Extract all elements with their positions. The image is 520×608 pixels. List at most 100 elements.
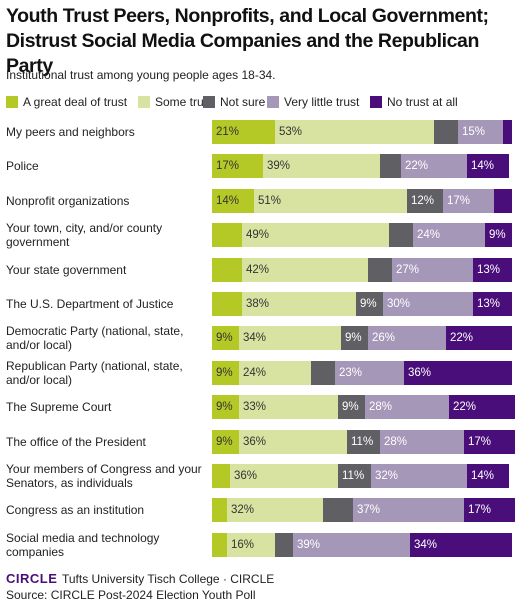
bar-segment: 16% bbox=[227, 532, 275, 557]
category-label: Social media and technology companies bbox=[6, 530, 160, 559]
value-label: 34% bbox=[243, 332, 267, 345]
category-label: The Supreme Court bbox=[6, 400, 112, 415]
bar-segment: 14% bbox=[467, 154, 509, 179]
legend-swatch bbox=[6, 96, 18, 108]
value-label: 36% bbox=[243, 435, 267, 448]
category-label: The office of the President bbox=[6, 434, 146, 449]
value-label: 37% bbox=[357, 504, 381, 517]
bar-segment: 9% bbox=[356, 292, 383, 316]
value-label: 9% bbox=[360, 298, 377, 310]
value-label: 17% bbox=[216, 160, 240, 173]
bar-segment: 9% bbox=[212, 395, 239, 420]
bar-segment: 17% bbox=[212, 154, 263, 179]
bar-segment: 37% bbox=[353, 498, 464, 523]
value-label: 15% bbox=[462, 126, 486, 138]
value-label: 39% bbox=[297, 538, 321, 551]
legend-swatch bbox=[370, 96, 382, 108]
bar-segment: 34% bbox=[239, 326, 341, 351]
value-label: 9% bbox=[216, 332, 233, 345]
footer: Tufts University Tisch College · CIRCLE bbox=[62, 572, 275, 586]
value-label: 23% bbox=[339, 366, 363, 379]
bar-segment: 9% bbox=[485, 223, 512, 248]
bar-segment: 36% bbox=[404, 360, 512, 385]
bar-segment: 53% bbox=[275, 120, 434, 144]
value-label: 9% bbox=[345, 332, 362, 345]
bar-segment bbox=[368, 257, 392, 282]
value-label: 36% bbox=[408, 366, 432, 379]
value-label: 49% bbox=[246, 229, 270, 242]
bar-segment: 42% bbox=[242, 257, 368, 282]
bar-segment: 23% bbox=[335, 360, 404, 385]
bar-segment: 39% bbox=[293, 532, 410, 557]
bar-segment bbox=[212, 464, 230, 488]
value-label: 28% bbox=[369, 401, 393, 414]
value-label: 38% bbox=[246, 298, 270, 310]
bar-segment: 22% bbox=[449, 395, 515, 420]
bar-segment: 22% bbox=[446, 326, 512, 351]
legend-swatch bbox=[138, 96, 150, 108]
bar-segment: 33% bbox=[239, 395, 338, 420]
value-label: 32% bbox=[231, 504, 255, 517]
bar-segment: 13% bbox=[473, 292, 512, 316]
legend-item: No trust at all bbox=[370, 95, 458, 109]
legend-item: Very little trust bbox=[267, 95, 359, 109]
bar-segment: 27% bbox=[392, 257, 473, 282]
value-label: 53% bbox=[279, 126, 303, 138]
legend-item: Not sure bbox=[203, 95, 265, 109]
legend-swatch bbox=[267, 96, 279, 108]
bar-segment: 21% bbox=[212, 120, 275, 144]
bar-segment bbox=[275, 532, 293, 557]
value-label: 9% bbox=[216, 401, 233, 414]
legend-label: Some trust bbox=[155, 95, 214, 109]
value-label: 9% bbox=[216, 435, 233, 448]
value-label: 24% bbox=[417, 229, 441, 242]
bar-segment: 22% bbox=[401, 154, 467, 179]
value-label: 24% bbox=[243, 366, 267, 379]
value-label: 22% bbox=[405, 160, 429, 173]
legend-item: A great deal of trust bbox=[6, 95, 127, 109]
value-label: 22% bbox=[450, 332, 474, 345]
category-label: Your state government bbox=[6, 262, 127, 277]
bar-segment bbox=[434, 120, 458, 144]
value-label: 21% bbox=[216, 126, 240, 138]
value-label: 22% bbox=[453, 401, 477, 414]
category-label: Democratic Party (national, state, and/o… bbox=[6, 324, 184, 353]
value-label: 32% bbox=[375, 470, 399, 482]
value-label: 51% bbox=[258, 194, 282, 207]
value-label: 17% bbox=[468, 435, 492, 448]
value-label: 17% bbox=[447, 194, 471, 207]
chart-subtitle: Institutional trust among young people a… bbox=[6, 68, 276, 82]
bar-segment: 36% bbox=[230, 464, 338, 488]
bar-segment: 39% bbox=[263, 154, 380, 179]
legend-label: No trust at all bbox=[387, 95, 458, 109]
legend-item: Some trust bbox=[138, 95, 213, 109]
bar-segment bbox=[212, 257, 242, 282]
category-label: My peers and neighbors bbox=[6, 125, 135, 139]
bar-segment: 9% bbox=[341, 326, 368, 351]
value-label: 9% bbox=[216, 366, 233, 379]
bar-segment: 14% bbox=[212, 188, 254, 213]
bar-segment: 38% bbox=[242, 292, 356, 316]
bar-segment: 32% bbox=[371, 464, 467, 488]
bar-segment: 17% bbox=[464, 429, 515, 454]
bar-segment: 28% bbox=[380, 429, 464, 454]
bar-segment: 51% bbox=[254, 188, 407, 213]
bar-segment: 26% bbox=[368, 326, 446, 351]
legend-swatch bbox=[203, 96, 215, 108]
value-label: 14% bbox=[216, 194, 240, 207]
category-label: Congress as an institution bbox=[6, 503, 145, 518]
bar-segment: 17% bbox=[443, 188, 494, 213]
value-label: 33% bbox=[243, 401, 267, 414]
bar-segment: 11% bbox=[338, 464, 371, 488]
bar-segment bbox=[212, 223, 242, 248]
bar-segment bbox=[212, 498, 227, 523]
bar-segment: 13% bbox=[473, 257, 512, 282]
value-label: 14% bbox=[471, 470, 495, 482]
value-label: 12% bbox=[411, 194, 435, 207]
bar-segment: 12% bbox=[407, 188, 443, 213]
value-label: 42% bbox=[246, 263, 270, 276]
category-label: Republican Party (national, state, and/o… bbox=[6, 358, 183, 387]
bar-segment: 32% bbox=[227, 498, 323, 523]
value-label: 16% bbox=[231, 538, 255, 551]
bar-segment bbox=[380, 154, 401, 179]
